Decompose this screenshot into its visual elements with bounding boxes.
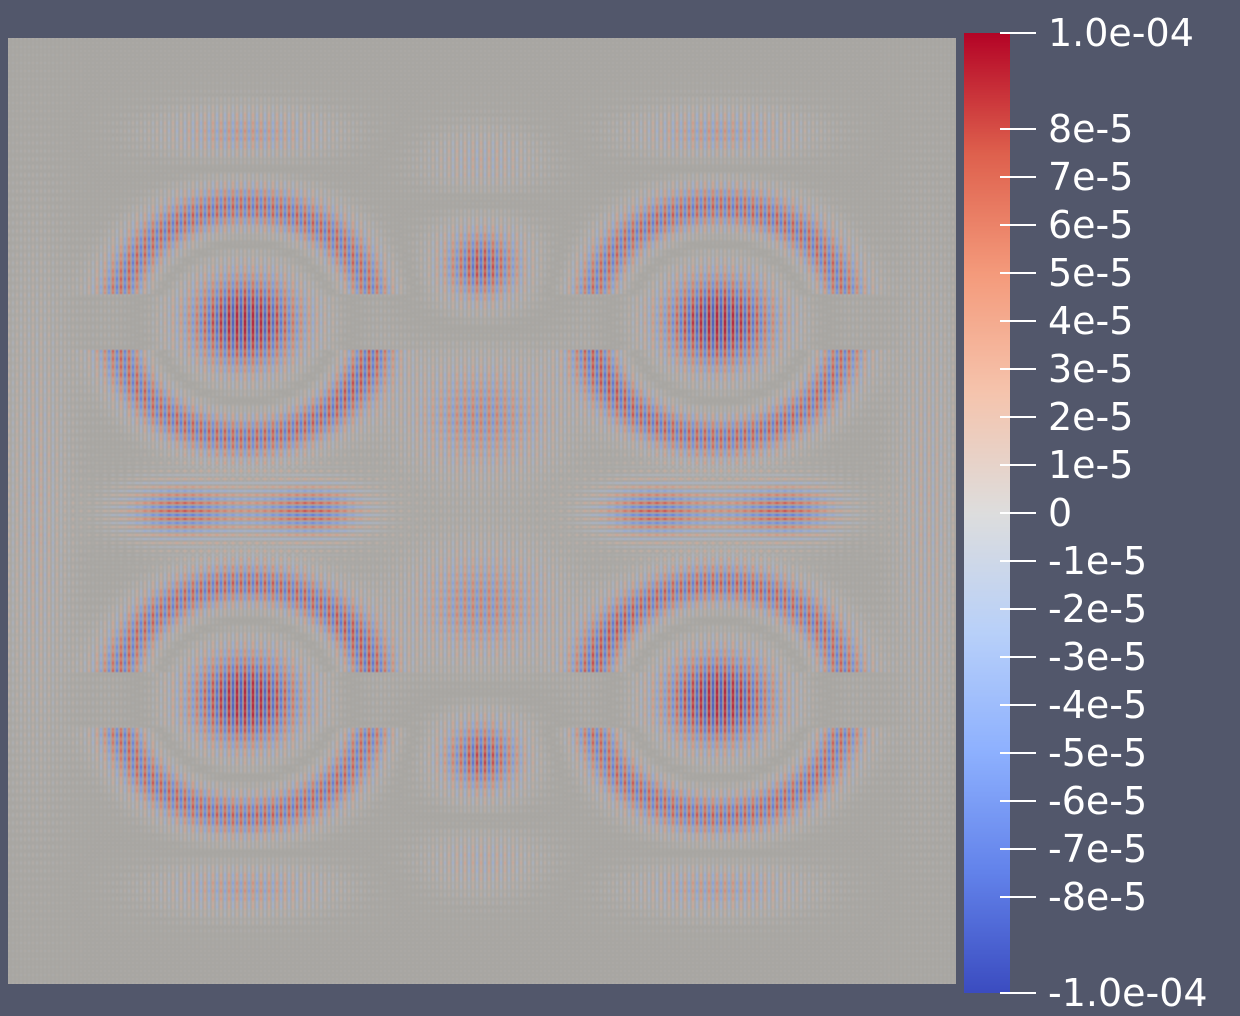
scalar-bar-tick-label: -4e-5	[1048, 683, 1148, 727]
scalar-bar-tick-label: -6e-5	[1048, 779, 1148, 823]
scalar-bar-tick	[1000, 224, 1036, 226]
scalar-bar-tick	[1000, 128, 1036, 130]
scalar-bar-tick	[1000, 848, 1036, 850]
scalar-bar-tick	[1000, 272, 1036, 274]
scalar-bar-tick-label: 6e-5	[1048, 203, 1134, 247]
scalar-bar-tick-label: 1e-5	[1048, 443, 1134, 487]
scalar-bar-tick-label: -7e-5	[1048, 827, 1148, 871]
scalar-bar-tick-label: 0	[1048, 491, 1073, 535]
scalar-bar-tick-label: -1.0e-04	[1048, 971, 1208, 1015]
scalar-bar-tick	[1000, 752, 1036, 754]
scalar-bar-tick	[1000, 608, 1036, 610]
scalar-bar-tick	[1000, 464, 1036, 466]
scalar-bar-tick	[1000, 896, 1036, 898]
scalar-bar-tick-label: 2e-5	[1048, 395, 1134, 439]
scalar-bar-tick-label: -3e-5	[1048, 635, 1148, 679]
scalar-bar-tick	[1000, 320, 1036, 322]
scalar-bar-tick	[1000, 560, 1036, 562]
scalar-bar-tick	[1000, 656, 1036, 658]
scalar-bar-tick	[1000, 176, 1036, 178]
scalar-bar-tick	[1000, 704, 1036, 706]
scalar-bar-tick	[1000, 992, 1036, 994]
scalar-bar-tick-label: -8e-5	[1048, 875, 1148, 919]
scalar-bar-tick-label: 4e-5	[1048, 299, 1134, 343]
scalar-bar-tick-label: -2e-5	[1048, 587, 1148, 631]
scalar-bar-tick-label: -1e-5	[1048, 539, 1148, 583]
scalar-bar-tick-label: 5e-5	[1048, 251, 1134, 295]
scalar-bar-tick	[1000, 32, 1036, 34]
scalar-bar-tick-label: 3e-5	[1048, 347, 1134, 391]
scalar-field-plot[interactable]	[8, 38, 956, 984]
scalar-bar-tick-label: -5e-5	[1048, 731, 1148, 775]
scalar-bar-tick	[1000, 512, 1036, 514]
scalar-bar-tick-label: 7e-5	[1048, 155, 1134, 199]
scalar-bar-tick	[1000, 800, 1036, 802]
scalar-bar-tick-label: 1.0e-04	[1048, 11, 1194, 55]
scalar-bar-tick-label: 8e-5	[1048, 107, 1134, 151]
scalar-bar-tick	[1000, 416, 1036, 418]
scalar-bar-tick	[1000, 368, 1036, 370]
